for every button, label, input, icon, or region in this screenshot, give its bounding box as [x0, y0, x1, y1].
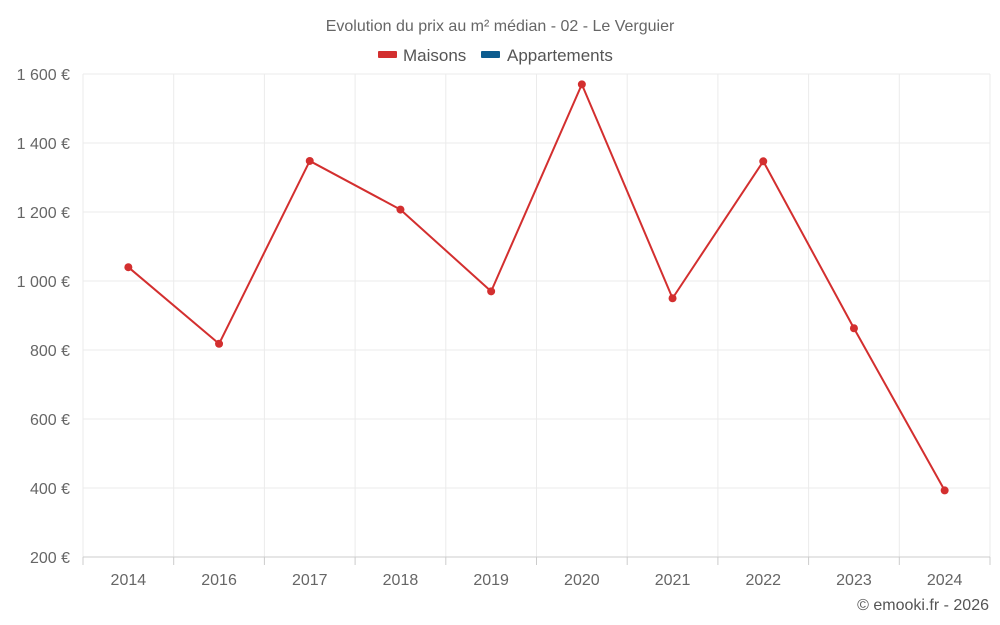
- legend-label-appartements: Appartements: [507, 46, 613, 65]
- legend-swatch-appartements: [481, 51, 500, 58]
- y-tick-label: 1 200 €: [17, 205, 70, 222]
- x-tick-label: 2017: [292, 572, 328, 589]
- data-point-2019[interactable]: [487, 287, 496, 296]
- legend-item-appartements[interactable]: Appartements: [481, 46, 613, 65]
- data-point-2024[interactable]: [940, 486, 949, 495]
- x-tick-label: 2018: [383, 572, 419, 589]
- series-layer: [124, 80, 949, 495]
- chart-title: Evolution du prix au m² médian - 02 - Le…: [326, 18, 675, 35]
- y-tick-label: 1 000 €: [17, 274, 70, 291]
- data-point-2017[interactable]: [305, 156, 314, 165]
- data-point-2023[interactable]: [849, 324, 858, 333]
- grid: [82, 73, 991, 557]
- x-tick-label: 2016: [201, 572, 237, 589]
- series-line-maisons: [127, 83, 946, 491]
- legend-label-maisons: Maisons: [403, 46, 466, 65]
- data-point-2014[interactable]: [124, 263, 133, 272]
- legend-item-maisons[interactable]: Maisons: [378, 46, 466, 65]
- credit-text: © emooki.fr - 2026: [857, 597, 989, 614]
- y-tick-label: 600 €: [30, 412, 70, 429]
- data-point-2021[interactable]: [668, 294, 677, 303]
- x-axis: 2014 2016 2017 2018 2019 2020 2021 2022 2023 2024: [82, 556, 991, 589]
- x-tick-label: 2022: [745, 572, 781, 589]
- x-tick-label: 2019: [473, 572, 509, 589]
- legend: Maisons Appartements: [378, 46, 613, 65]
- x-tick-label: 2020: [564, 572, 600, 589]
- data-point-2016[interactable]: [215, 339, 224, 348]
- x-tick-label: 2021: [655, 572, 691, 589]
- x-tick-label: 2014: [111, 572, 147, 589]
- y-tick-label: 1 600 €: [17, 67, 70, 84]
- data-point-2018[interactable]: [396, 205, 405, 214]
- data-point-2020[interactable]: [577, 80, 586, 89]
- data-point-2022[interactable]: [759, 157, 768, 166]
- y-tick-label: 800 €: [30, 343, 70, 360]
- y-tick-label: 400 €: [30, 481, 70, 498]
- x-tick-label: 2023: [836, 572, 872, 589]
- y-axis: 200 € 400 € 600 € 800 € 1 000 € 1 200 € 1 400 …: [17, 67, 70, 567]
- legend-swatch-maisons: [378, 51, 397, 58]
- x-tick-label: 2024: [927, 572, 963, 589]
- y-tick-label: 1 400 €: [17, 136, 70, 153]
- y-tick-label: 200 €: [30, 550, 70, 567]
